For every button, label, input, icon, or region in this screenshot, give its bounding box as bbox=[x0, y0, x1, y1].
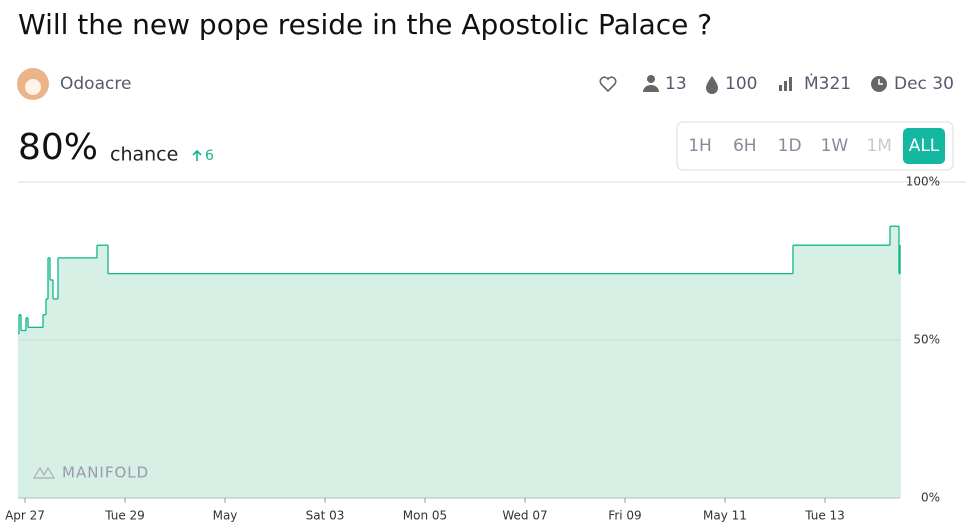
y-tick-label: 50% bbox=[913, 333, 940, 347]
area-segment bbox=[50, 279, 53, 498]
username[interactable]: Odoacre bbox=[60, 74, 131, 94]
area-segment bbox=[53, 298, 58, 498]
area-segment bbox=[43, 314, 46, 498]
x-tick-label: Tue 29 bbox=[104, 509, 145, 523]
time-button[interactable]: 1H bbox=[688, 136, 712, 156]
market-title: Will the new pope reside in the Apostoli… bbox=[18, 8, 712, 41]
area-segment bbox=[18, 333, 19, 498]
area-segment bbox=[46, 298, 48, 498]
probability-change: 6 bbox=[205, 148, 214, 164]
probability-label: chance bbox=[110, 144, 178, 166]
close-date: Dec 30 bbox=[894, 74, 954, 94]
x-tick-label: Wed 07 bbox=[502, 509, 547, 523]
time-button[interactable]: 6H bbox=[733, 136, 757, 156]
watermark: MANIFOLD bbox=[62, 464, 149, 482]
time-button[interactable]: 1W bbox=[821, 136, 849, 156]
area-segment bbox=[899, 273, 900, 498]
watermark-logo bbox=[32, 466, 56, 479]
change-arrow bbox=[192, 149, 202, 161]
time-range-group bbox=[676, 121, 954, 171]
time-button[interactable]: 1M bbox=[866, 136, 891, 156]
x-tick-label: Tue 13 bbox=[804, 509, 845, 523]
area-segment bbox=[890, 226, 899, 499]
area-segment bbox=[28, 327, 43, 498]
probability: 80% bbox=[18, 127, 98, 168]
heart-icon[interactable] bbox=[599, 76, 617, 93]
x-tick-label: Mon 05 bbox=[403, 509, 447, 523]
area-segment bbox=[97, 245, 108, 498]
time-button[interactable]: 1D bbox=[778, 136, 802, 156]
avatar-face bbox=[25, 79, 41, 95]
x-tick-label: May bbox=[213, 509, 238, 523]
x-tick-label: May 11 bbox=[703, 509, 747, 523]
x-tick-label: Apr 27 bbox=[5, 509, 45, 523]
area-segment bbox=[21, 330, 26, 498]
clock-hands bbox=[878, 79, 883, 85]
area-segment bbox=[793, 245, 890, 498]
x-tick-label: Sat 03 bbox=[306, 509, 345, 523]
trader-icon bbox=[647, 75, 655, 83]
area-segment bbox=[26, 317, 28, 498]
time-button[interactable]: ALL bbox=[909, 136, 940, 156]
area-segment bbox=[19, 314, 21, 498]
area-segment bbox=[108, 273, 793, 498]
area-segment bbox=[48, 257, 50, 498]
time-button-bg[interactable] bbox=[903, 128, 945, 164]
trader-count: 13 bbox=[665, 74, 687, 94]
volume: Ṁ321 bbox=[804, 73, 851, 94]
y-tick-label: 0% bbox=[921, 491, 940, 505]
x-tick-label: Fri 09 bbox=[608, 509, 641, 523]
volume-icon bbox=[779, 77, 792, 91]
trader-icon-body bbox=[643, 85, 659, 92]
area-segment bbox=[58, 257, 97, 498]
area-segment bbox=[900, 245, 901, 498]
liquidity: 100 bbox=[725, 74, 757, 94]
liquidity-icon bbox=[706, 76, 718, 94]
y-tick-label: 100% bbox=[906, 175, 940, 189]
